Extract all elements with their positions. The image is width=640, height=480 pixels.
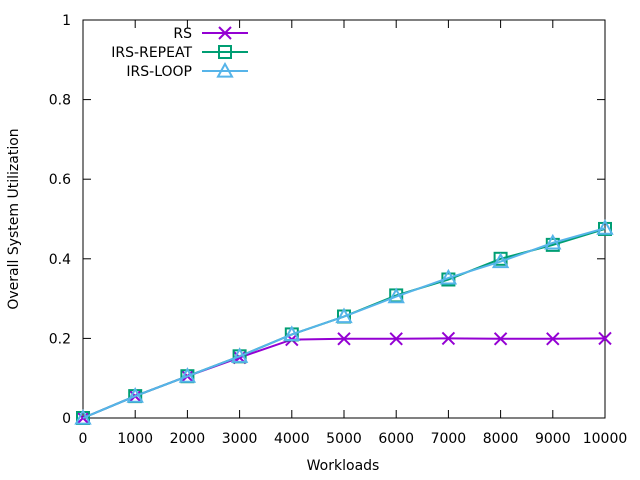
y-axis-title: Overall System Utilization [6, 128, 22, 309]
x-tick-label: 6000 [378, 431, 414, 447]
legend-marker [218, 45, 232, 59]
data-point [491, 252, 510, 269]
x-tick-label: 7000 [431, 431, 467, 447]
data-point [126, 387, 144, 403]
marker-stroke [546, 332, 560, 346]
data-point [546, 332, 560, 346]
data-point [544, 233, 562, 250]
series-1 [76, 221, 612, 425]
marker-stroke [493, 332, 508, 346]
tick-labels: 0 0.2 0.4 0.6 0.8 1 0 1000 2000 3000 4000 5000 6000 7… [49, 13, 628, 447]
x-tick-label: 3000 [222, 431, 258, 447]
data-point [335, 307, 353, 324]
data-point [337, 332, 351, 346]
marker-stroke [598, 331, 612, 346]
marker-stroke [337, 332, 351, 346]
series-2 [74, 219, 614, 425]
series-line [82, 227, 606, 419]
x-tick-label: 2000 [170, 431, 206, 447]
x-axis-title: Workloads [307, 458, 380, 474]
legend-label: IRS-REPEAT [111, 45, 192, 61]
data-point [389, 332, 403, 346]
marker-stroke [389, 332, 403, 346]
data-point [387, 287, 405, 304]
data-point [230, 347, 249, 363]
legend-marker [218, 26, 232, 40]
legend-label: RS [173, 26, 192, 42]
x-tick-label: 8000 [483, 431, 519, 447]
y-tick-label: 0.8 [49, 93, 71, 109]
data-point [178, 367, 197, 383]
data-point [441, 331, 456, 346]
x-tick-label: 5000 [326, 431, 362, 447]
y-tick-label: 0.4 [49, 252, 71, 268]
marker-stroke [218, 26, 232, 40]
y-tick-label: 0.6 [49, 172, 71, 188]
x-tick-label: 4000 [274, 431, 310, 447]
legend: RS IRS-REPEAT IRS-LOOP [111, 26, 248, 80]
x-tick-label: 1000 [117, 431, 153, 447]
legend-marker [216, 61, 234, 78]
legend-label: IRS-LOOP [126, 64, 192, 80]
data-point [74, 408, 92, 425]
series-layer [74, 219, 614, 425]
x-tick-label: 9000 [535, 431, 571, 447]
y-tick-label: 1 [62, 13, 71, 29]
y-tick-label: 0 [62, 411, 71, 427]
x-tick-label: 10000 [583, 431, 628, 447]
data-point [283, 325, 301, 342]
data-point [493, 332, 508, 346]
marker-stroke [441, 331, 456, 346]
data-point [598, 331, 612, 346]
series-line [82, 337, 606, 419]
data-point [596, 219, 614, 235]
data-point [439, 268, 458, 285]
y-tick-label: 0.2 [49, 331, 71, 347]
x-tick-label: 0 [79, 431, 88, 447]
